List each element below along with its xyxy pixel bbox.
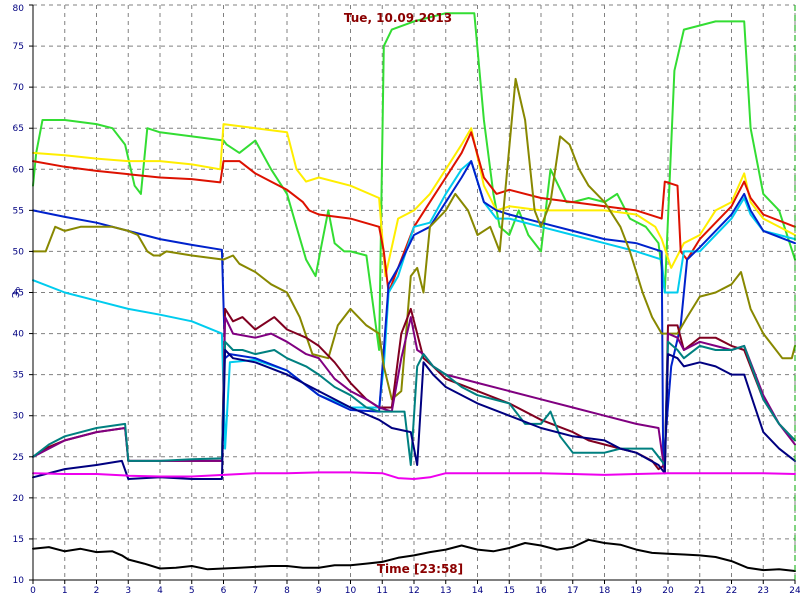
y-tick-label: 40 — [13, 330, 25, 340]
series-line-11 — [32, 471, 796, 480]
y-tick-label: 20 — [13, 494, 25, 504]
x-tick-label: 19 — [631, 586, 643, 596]
x-tick-label: 20 — [662, 586, 674, 596]
x-axis-label: Time [23:58] — [377, 562, 463, 576]
x-tick-label: 2 — [94, 586, 100, 596]
y-tick-label: 30 — [13, 412, 25, 422]
y-tick-label: 55 — [13, 206, 24, 216]
y-tick-label: 15 — [13, 535, 24, 545]
y-tick-label: 65 — [13, 124, 24, 134]
y-tick-label: 45 — [13, 289, 24, 299]
y-tick-label: 50 — [13, 247, 25, 257]
y-tick-label: 10 — [13, 576, 25, 586]
y-axis-label: °C — [9, 286, 20, 298]
x-tick-label: 15 — [504, 586, 515, 596]
x-tick-label: 23 — [758, 586, 769, 596]
y-tick-label: 70 — [13, 83, 25, 93]
y-tick-label: 25 — [13, 453, 24, 463]
x-tick-label: 11 — [377, 586, 388, 596]
series-line-12 — [32, 538, 796, 572]
x-tick-label: 4 — [157, 586, 163, 596]
x-tick-label: 24 — [789, 586, 800, 596]
x-tick-label: 13 — [440, 586, 451, 596]
x-tick-label: 14 — [472, 586, 484, 596]
series-line-2 — [32, 123, 796, 278]
x-tick-label: 1 — [62, 586, 68, 596]
series-line-6 — [32, 77, 796, 401]
x-tick-label: 10 — [345, 586, 357, 596]
x-tick-label: 9 — [316, 586, 322, 596]
x-tick-label: 0 — [30, 586, 36, 596]
x-tick-label: 5 — [189, 586, 195, 596]
x-tick-label: 22 — [726, 586, 737, 596]
y-tick-label: 35 — [13, 371, 24, 381]
x-tick-label: 21 — [694, 586, 705, 596]
x-tick-label: 17 — [567, 586, 578, 596]
x-tick-label: 18 — [599, 586, 611, 596]
x-tick-label: 8 — [284, 586, 290, 596]
y-tick-label: 60 — [13, 165, 25, 175]
x-tick-label: 3 — [125, 586, 131, 596]
series-layer — [32, 12, 796, 572]
series-line-10 — [32, 349, 796, 480]
x-tick-label: 7 — [252, 586, 258, 596]
y-tick-label: 80 — [13, 4, 25, 14]
chart-title: Tue, 10.09.2013 — [344, 11, 452, 25]
x-tick-label: 16 — [535, 586, 547, 596]
series-line-3 — [32, 131, 796, 294]
x-tick-label: 12 — [408, 586, 419, 596]
y-tick-labels: 10 15 20 25 30 35 40 45 50 55 60 65 70 75 80 — [13, 4, 25, 586]
x-tick-labels: 0 1 2 3 4 5 6 7 8 9 10 11 12 13 14 15 16 17 18 19 20 21 22 23 24 — [30, 586, 800, 596]
y-tick-label: 75 — [13, 42, 24, 52]
axes — [29, 4, 796, 584]
x-tick-label: 6 — [221, 586, 227, 596]
series-line-8 — [32, 316, 796, 475]
